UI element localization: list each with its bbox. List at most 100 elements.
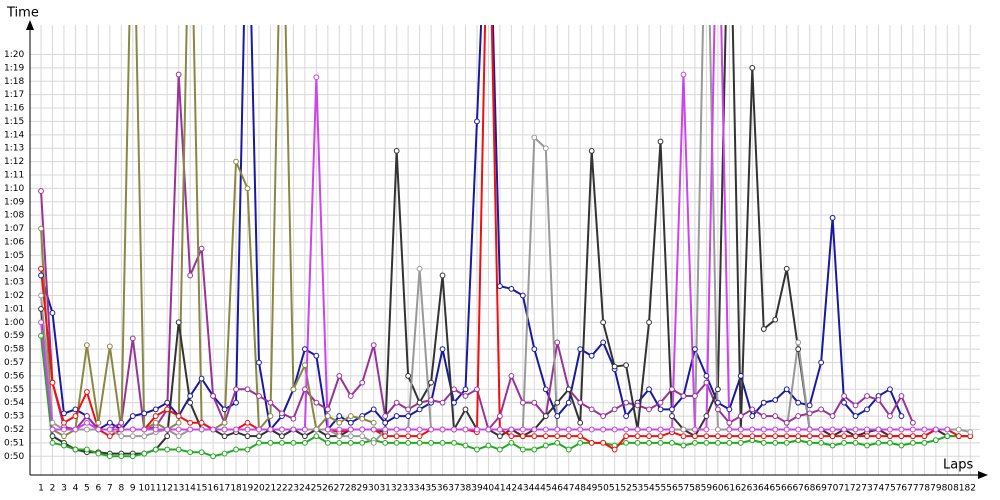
x-tick-label: 78 [919, 484, 931, 494]
lap-point [864, 433, 870, 440]
lap-point [451, 386, 457, 393]
y-tick-label: 0:54 [4, 398, 24, 408]
lap-point [462, 393, 469, 399]
lap-point [347, 393, 354, 399]
lap-point [451, 426, 457, 433]
x-axis-title: Laps [943, 458, 973, 473]
x-tick-label: 61 [724, 484, 735, 494]
x-tick-label: 44 [529, 484, 541, 494]
lap-point [806, 439, 813, 446]
lap-point [944, 426, 951, 433]
lap-point [669, 413, 675, 419]
y-tick-label: 0:57 [4, 358, 24, 368]
lap-point [336, 413, 343, 419]
lap-point [164, 399, 171, 406]
lap-point [692, 439, 698, 446]
lap-point [749, 413, 756, 419]
lap-point [657, 399, 664, 406]
x-tick-label: 73 [861, 484, 872, 494]
lap-point [393, 147, 400, 154]
lap-point [61, 426, 67, 433]
lap-point [841, 439, 847, 446]
x-tick-label: 16 [207, 484, 219, 494]
lap-point [749, 406, 756, 413]
lap-point [256, 426, 262, 433]
lap-point [887, 426, 893, 433]
lap-point [864, 393, 870, 399]
x-tick-label: 31 [379, 484, 390, 494]
series-line [40, 25, 971, 451]
x-tick-label: 15 [196, 484, 207, 494]
lap-point [301, 433, 308, 440]
lap-point [129, 335, 136, 342]
lap-point [301, 426, 308, 433]
lap-point [474, 446, 480, 453]
lap-point [95, 419, 102, 426]
lap-point [898, 442, 905, 449]
lap-point [370, 419, 377, 426]
lap-point [772, 316, 779, 323]
x-tick-label: 55 [655, 484, 666, 494]
lap-point [646, 439, 652, 446]
lap-point [61, 433, 67, 440]
lap-point [313, 426, 320, 433]
lap-point [680, 433, 687, 440]
lap-point [955, 433, 962, 440]
lap-point [772, 433, 779, 440]
lap-point [611, 446, 618, 453]
x-tick-label: 1 [38, 484, 44, 494]
lap-point [221, 450, 228, 457]
lap-point [175, 419, 182, 426]
lap-point [164, 426, 171, 433]
lap-point [760, 326, 767, 332]
lap-point [600, 413, 607, 419]
lap-point [875, 426, 882, 433]
lap-point [588, 426, 595, 433]
lap-point [233, 158, 239, 165]
lap-point [531, 433, 538, 440]
lap-point [301, 362, 308, 369]
lap-point [692, 426, 698, 433]
y-tick-label: 1:16 [4, 104, 24, 114]
lap-point [921, 426, 928, 433]
lap-point [347, 433, 354, 440]
lap-point [106, 453, 113, 460]
lap-point [542, 145, 549, 152]
x-tick-label: 77 [907, 484, 918, 494]
lap-point [61, 419, 67, 426]
lap-point [680, 71, 687, 78]
lap-point [841, 426, 847, 433]
x-tick-label: 11 [150, 484, 161, 494]
lap-point [84, 413, 90, 419]
lap-point [49, 426, 56, 433]
lap-point [657, 439, 664, 446]
x-tick-label: 8 [118, 484, 124, 494]
lap-point [38, 292, 44, 299]
lap-point [175, 319, 182, 326]
x-tick-label: 37 [448, 484, 459, 494]
lap-point [554, 433, 561, 440]
lap-point [898, 426, 905, 433]
lap-point [152, 413, 159, 419]
lap-point [95, 450, 102, 457]
x-tick-label: 29 [357, 484, 369, 494]
lap-point [416, 433, 423, 440]
x-tick-label: 71 [838, 484, 849, 494]
x-tick-label: 36 [437, 484, 449, 494]
lap-point [806, 433, 813, 440]
lap-point [818, 359, 825, 366]
lap-point [416, 439, 423, 446]
lap-point [393, 433, 400, 440]
plot-area [38, 25, 974, 460]
x-tick-label: 47 [563, 484, 574, 494]
lap-point [932, 437, 939, 444]
y-axis-title: Time [6, 6, 39, 21]
lap-point [554, 399, 561, 406]
lap-point [519, 433, 526, 440]
x-tick-label: 30 [368, 484, 380, 494]
lap-point [84, 426, 90, 433]
lap-point [680, 393, 687, 399]
lap-point [38, 188, 44, 194]
lap-point [301, 346, 308, 353]
lap-point [279, 439, 285, 446]
